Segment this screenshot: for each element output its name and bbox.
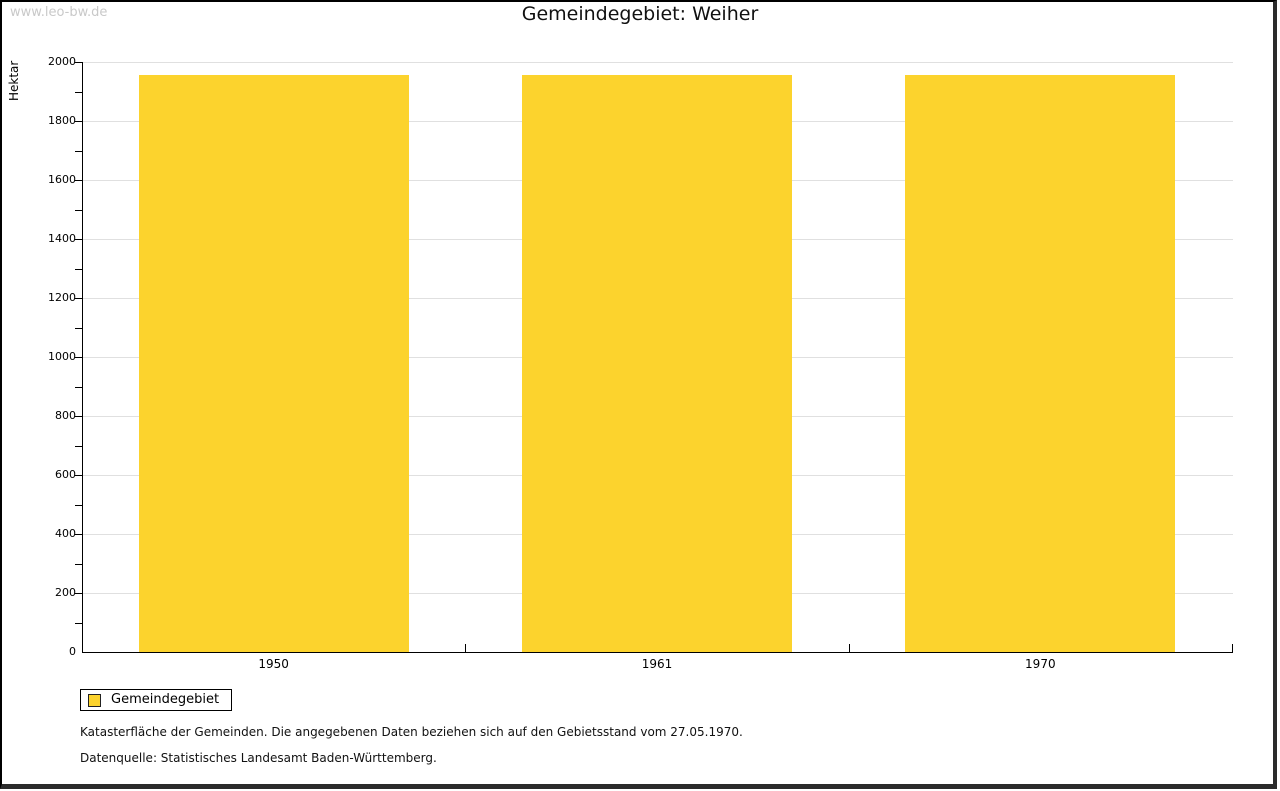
bar	[138, 74, 409, 652]
y-tick	[75, 534, 82, 535]
y-tick-label: 2000	[48, 55, 76, 68]
y-tick	[75, 209, 82, 211]
y-tick	[75, 239, 82, 240]
y-tick	[75, 121, 82, 122]
x-category-label: 1950	[258, 657, 289, 671]
y-tick-label: 800	[55, 409, 76, 422]
y-axis-title: Hektar	[7, 60, 21, 101]
y-tick	[75, 563, 82, 565]
watermark: www.leo-bw.de	[10, 5, 108, 20]
y-tick	[75, 622, 82, 624]
y-tick	[75, 504, 82, 506]
footnote-1: Katasterfläche der Gemeinden. Die angege…	[80, 725, 743, 739]
y-tick	[75, 150, 82, 152]
y-tick	[75, 268, 82, 270]
y-tick	[75, 416, 82, 417]
y-tick-label: 1000	[48, 350, 76, 363]
legend-swatch	[88, 693, 101, 707]
y-axis-line	[82, 62, 83, 653]
gridline	[83, 62, 1233, 63]
plot-area: 0 200 400 600 800 1000 1200 1400 1600 1800 2000 195…	[48, 55, 1233, 671]
y-tick	[75, 180, 82, 181]
x-axis-line	[82, 652, 1233, 653]
y-tick	[75, 386, 82, 388]
y-tick	[75, 593, 82, 594]
y-tick-label: 1400	[48, 232, 76, 245]
y-tick-label: 1200	[48, 291, 76, 304]
x-tick	[849, 644, 850, 652]
y-tick	[75, 327, 82, 329]
x-category-label: 1970	[1025, 657, 1056, 671]
bar	[905, 74, 1176, 652]
y-tick	[75, 298, 82, 299]
y-tick	[75, 91, 82, 93]
x-tick	[1232, 644, 1233, 652]
y-tick-label: 1600	[48, 173, 76, 186]
x-category-label: 1961	[641, 657, 673, 671]
y-tick	[75, 445, 82, 447]
x-tick	[465, 644, 466, 652]
y-tick	[75, 357, 82, 358]
chart-title: Gemeindegebiet: Weiher	[521, 3, 759, 25]
bar	[522, 74, 792, 652]
y-tick-label: 200	[55, 586, 76, 599]
y-tick-label: 0	[69, 645, 76, 658]
y-tick-label: 1800	[48, 114, 76, 127]
legend: Gemeindegebiet	[80, 689, 233, 711]
y-tick-label: 600	[55, 468, 76, 481]
footnote-2: Datenquelle: Statistisches Landesamt Bad…	[80, 751, 437, 765]
y-tick	[75, 475, 82, 476]
y-tick	[75, 62, 82, 63]
legend-label: Gemeindegebiet	[111, 692, 220, 707]
y-tick-label: 400	[55, 527, 76, 540]
